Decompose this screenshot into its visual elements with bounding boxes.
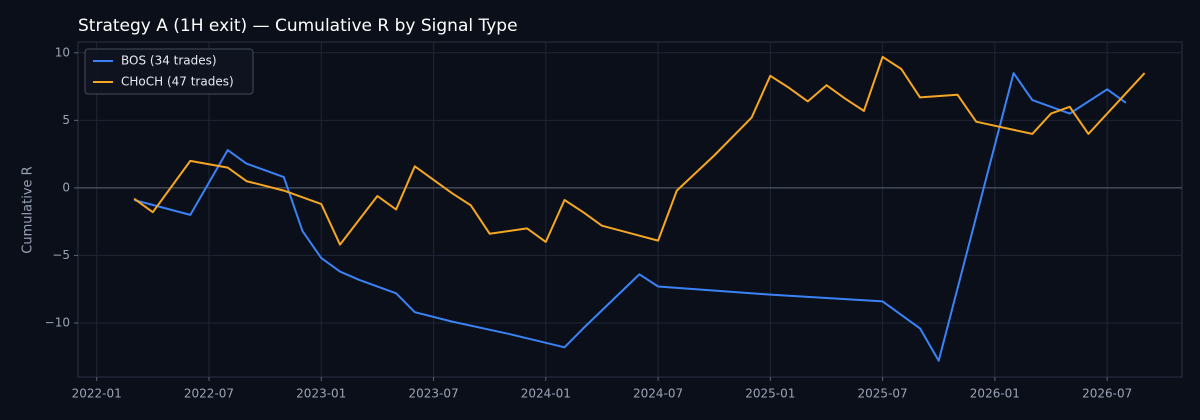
x-tick-label: 2024-01 [521,387,571,401]
x-tick-label: 2025-01 [745,387,795,401]
x-tick-label: 2022-07 [184,387,234,401]
y-tick-label: −5 [52,248,70,262]
y-axis-label: Cumulative R [21,166,36,253]
x-tick-label: 2026-07 [1082,387,1132,401]
legend-box [84,48,254,95]
y-tick-label: 5 [62,113,70,127]
x-tick-label: 2023-07 [408,387,458,401]
series-line [133,55,1146,246]
y-tick-label: 10 [55,45,70,59]
x-tick-label: 2024-07 [633,387,683,401]
x-tick-label: 2026-01 [970,387,1020,401]
x-tick-label: 2022-01 [72,387,122,401]
x-tick-label: 2025-07 [858,387,908,401]
legend-label: BOS (34 trades) [121,54,217,68]
chart-title: Strategy A (1H exit) — Cumulative R by S… [78,16,518,36]
legend-label: CHoCH (47 trades) [121,75,234,89]
y-tick-label: −10 [45,315,70,329]
x-tick-label: 2023-01 [296,387,346,401]
y-tick-label: 0 [62,180,70,194]
series-line [133,72,1127,362]
plot-area [77,41,1183,378]
